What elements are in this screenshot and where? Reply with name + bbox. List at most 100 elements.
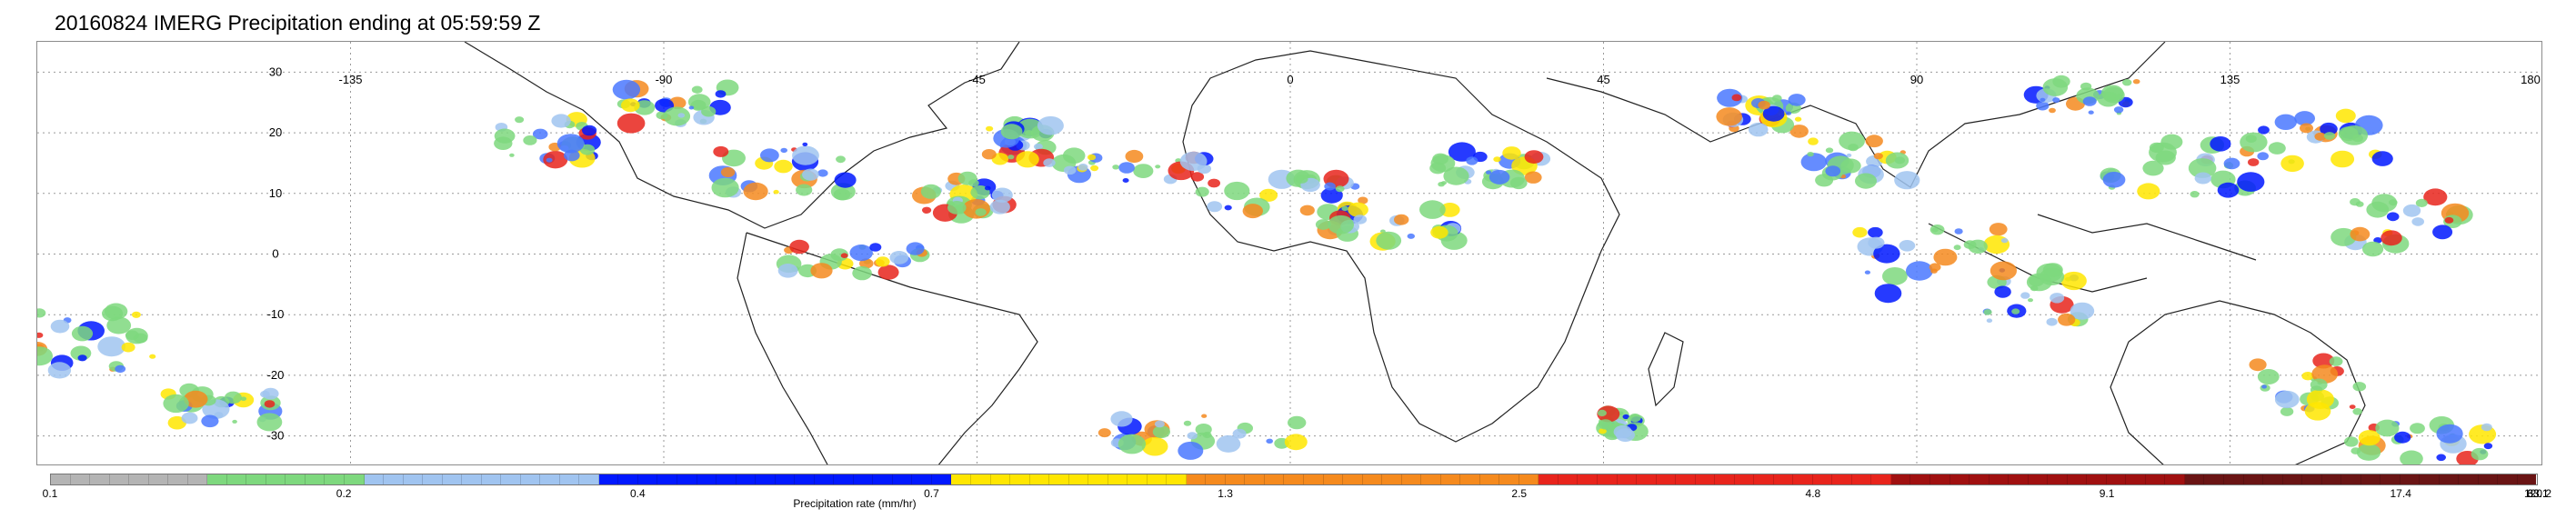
precip-cell xyxy=(2261,384,2268,389)
precip-cell xyxy=(2349,404,2356,409)
colorbar-cell xyxy=(2223,474,2244,484)
latitude-labels: 30 20 10 0 -10 -20 -30 xyxy=(267,65,285,442)
precip-cell xyxy=(1295,175,1308,184)
precip-cell xyxy=(2088,110,2094,115)
precip-cell xyxy=(1118,434,1147,454)
precip-cell xyxy=(1789,125,1809,138)
colorbar-cell xyxy=(1245,474,1265,484)
colorbar-cell xyxy=(1558,474,1579,484)
colorbar-cell xyxy=(1832,474,1852,484)
precip-cell xyxy=(1968,239,1988,254)
colorbar-cell xyxy=(2145,474,2166,484)
precip-cell xyxy=(1341,205,1348,212)
precip-cell xyxy=(2258,125,2270,135)
precip-cell xyxy=(1394,214,1409,225)
colorbar-cell xyxy=(2126,474,2146,484)
precip-cell xyxy=(1178,441,1204,460)
precip-cell xyxy=(810,263,833,279)
precip-cell xyxy=(2323,132,2336,140)
colorbar-cell xyxy=(1519,474,1539,484)
precip-cell xyxy=(677,113,686,118)
colorbar-cell xyxy=(1382,474,1402,484)
precip-cell xyxy=(37,332,44,338)
precip-cell xyxy=(1882,267,1908,285)
colorbar-cell xyxy=(1539,474,1559,484)
precip-cell xyxy=(1983,309,1992,315)
colorbar-cell xyxy=(1343,474,1363,484)
colorbar-cell xyxy=(1910,474,1930,484)
precip-cell xyxy=(991,187,1013,203)
longitude-label: 0 xyxy=(1287,73,1293,86)
colorbar-cell xyxy=(344,474,365,484)
precip-cell xyxy=(201,414,219,428)
colorbar-tick-label: 33.1 xyxy=(2527,487,2549,500)
precip-cell xyxy=(260,390,270,398)
colorbar-cell xyxy=(501,474,521,484)
precip-cell xyxy=(556,134,585,154)
precip-cell xyxy=(2362,241,2384,257)
precip-cell xyxy=(2122,79,2132,86)
precip-cell xyxy=(106,316,132,334)
precip-cell xyxy=(1110,411,1133,427)
precip-cell xyxy=(1788,94,1806,106)
precip-cell xyxy=(2030,285,2039,292)
precip-cell xyxy=(834,172,857,188)
precip-cell xyxy=(515,116,525,124)
precip-cell xyxy=(1353,215,1368,225)
precip-cell xyxy=(1430,155,1456,173)
precip-cell xyxy=(2371,151,2393,166)
precip-cell xyxy=(1983,235,2010,255)
precip-cell xyxy=(2330,227,2357,246)
colorbar-cell xyxy=(1167,474,1187,484)
colorbar-cell xyxy=(2067,474,2088,484)
colorbar-cell xyxy=(1088,474,1108,484)
colorbar-cell xyxy=(579,474,599,484)
colorbar-cell xyxy=(1734,474,1755,484)
longitude-label: -135 xyxy=(338,73,362,86)
precip-cell xyxy=(1486,170,1492,175)
precip-cell xyxy=(509,153,515,157)
precip-cell xyxy=(37,346,53,366)
colorbar-cell xyxy=(873,474,893,484)
precip-cell xyxy=(774,159,793,174)
precip-cell xyxy=(2070,302,2095,320)
precip-cell xyxy=(1808,137,1819,145)
precip-cell xyxy=(859,258,874,269)
longitude-label: 180 xyxy=(2521,73,2541,86)
colorbar-cell xyxy=(403,474,424,484)
precip-cell xyxy=(1125,149,1144,164)
precip-cell xyxy=(849,245,873,262)
colorbar-cell xyxy=(1695,474,1716,484)
precip-cell xyxy=(1839,131,1865,151)
precip-cell xyxy=(840,253,848,258)
precip-cell xyxy=(50,319,70,334)
precip-cell xyxy=(2000,237,2009,244)
precip-cell xyxy=(1716,107,1742,126)
precip-cell xyxy=(1864,270,1870,274)
precip-cell xyxy=(1598,419,1613,430)
precipitation-map: 30 20 10 0 -10 -20 -30 -135 -90 -45 0 45 90 135 180 xyxy=(36,41,2542,465)
colorbar-cell xyxy=(540,474,560,484)
precip-cell xyxy=(1717,88,1743,107)
precip-cell xyxy=(2210,136,2231,152)
precip-cell xyxy=(1320,187,1343,204)
precip-cell xyxy=(1758,100,1770,110)
precip-cell xyxy=(1000,124,1023,140)
colorbar-cell xyxy=(931,474,952,484)
colorbar-cell xyxy=(2048,474,2068,484)
precip-cell xyxy=(1524,150,1544,164)
colorbar-tick-label: 0.2 xyxy=(336,487,352,500)
precip-cell xyxy=(2028,298,2033,303)
colorbar-tick-label: 0.1 xyxy=(42,487,58,500)
precip-cell xyxy=(1986,318,1993,324)
colorbar-tick-label: 4.8 xyxy=(1805,487,1821,500)
precip-cell xyxy=(131,311,141,318)
latitude-label: -10 xyxy=(267,307,285,321)
precip-cell xyxy=(2402,204,2421,217)
precip-cell xyxy=(2436,424,2463,444)
coastline-australia xyxy=(2110,300,2366,464)
precip-cell xyxy=(1502,146,1521,160)
precip-cell xyxy=(2320,122,2338,135)
precip-cell xyxy=(2040,97,2046,102)
precip-cell xyxy=(2335,108,2356,124)
